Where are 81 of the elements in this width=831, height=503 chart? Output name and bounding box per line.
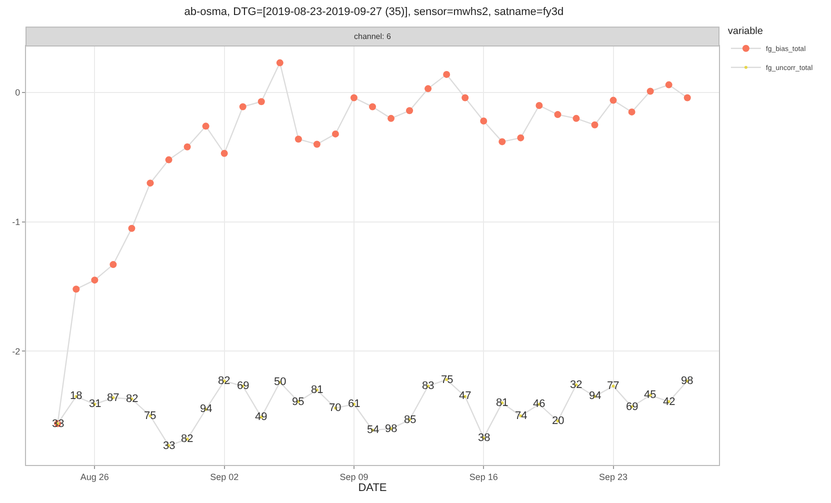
annotation: 95 (292, 396, 304, 408)
point (91, 276, 98, 284)
point (665, 81, 672, 88)
annotation: 75 (441, 374, 454, 386)
annotation: 50 (274, 376, 286, 388)
point (239, 103, 246, 110)
x-axis-title: DATE (358, 482, 387, 494)
annotation: 38 (478, 432, 490, 444)
legend-title: variable (728, 26, 764, 37)
point (443, 70, 450, 78)
x-tick-label: Sep 23 (599, 472, 628, 482)
point (480, 118, 488, 125)
annotation: 69 (237, 380, 250, 392)
annotation: 74 (515, 410, 528, 422)
annotation: 32 (570, 379, 582, 391)
y-tick-label: -1 (12, 217, 20, 228)
point (646, 88, 654, 95)
annotation: 20 (552, 415, 564, 427)
annotation: 81 (496, 397, 508, 409)
point (72, 286, 80, 293)
point (350, 94, 358, 102)
annotation: 98 (385, 423, 398, 435)
point (591, 121, 598, 128)
x-tick-label: Sep 09 (340, 472, 368, 482)
annotation: 18 (70, 390, 82, 402)
point (258, 98, 265, 106)
point (628, 108, 636, 116)
chart-title: ab-osma, DTG=[2019-08-23-2019-09-27 (35)], sensor=mwhs2, satname=fy3d (184, 6, 564, 18)
annotation: 33 (52, 418, 64, 430)
annotation: 98 (681, 375, 694, 387)
point (332, 130, 339, 138)
annotation: 54 (367, 424, 380, 436)
point (184, 143, 191, 150)
x-tick-label: Aug 26 (80, 472, 109, 482)
annotation: 81 (311, 384, 324, 396)
point (684, 94, 691, 102)
annotation: 77 (607, 380, 620, 392)
annotation: 70 (329, 402, 342, 414)
point (610, 96, 617, 104)
point (517, 134, 524, 142)
annotation: 31 (89, 398, 102, 410)
annotation: 82 (181, 433, 194, 445)
point (554, 111, 562, 118)
point (313, 140, 320, 148)
annotation: 69 (626, 401, 638, 413)
annotation: 45 (644, 389, 656, 401)
point (146, 180, 154, 187)
x-tick-label: Sep 02 (210, 472, 239, 482)
annotation: 87 (107, 392, 120, 404)
point (462, 94, 469, 102)
point (128, 224, 136, 232)
annotation: 33 (163, 440, 176, 452)
point (406, 107, 414, 114)
annotation: 94 (589, 390, 602, 402)
y-tick-label: -2 (12, 346, 20, 356)
point (294, 136, 302, 143)
annotation: 42 (663, 396, 676, 408)
annotation: 85 (404, 414, 416, 426)
point (165, 156, 172, 164)
annotation: 83 (422, 380, 434, 392)
annotation: 61 (348, 398, 360, 410)
point (498, 138, 506, 146)
point (536, 102, 543, 109)
point (572, 114, 580, 122)
annotation: 94 (200, 403, 212, 415)
annotation: 82 (218, 375, 230, 387)
x-tick-label: Sep 16 (469, 472, 498, 482)
annotation: 49 (255, 411, 268, 423)
point (220, 150, 228, 157)
point (110, 261, 117, 268)
annotation: 46 (533, 398, 546, 410)
y-tick-label: 0 (15, 88, 20, 98)
point (276, 59, 284, 66)
point (388, 114, 395, 122)
chart-subtitle: channel: 6 (354, 32, 392, 41)
point (369, 103, 376, 110)
annotation: 47 (459, 390, 472, 402)
point (202, 122, 210, 130)
annotation: 75 (144, 410, 156, 422)
annotation: 82 (126, 393, 138, 405)
point (424, 85, 432, 92)
